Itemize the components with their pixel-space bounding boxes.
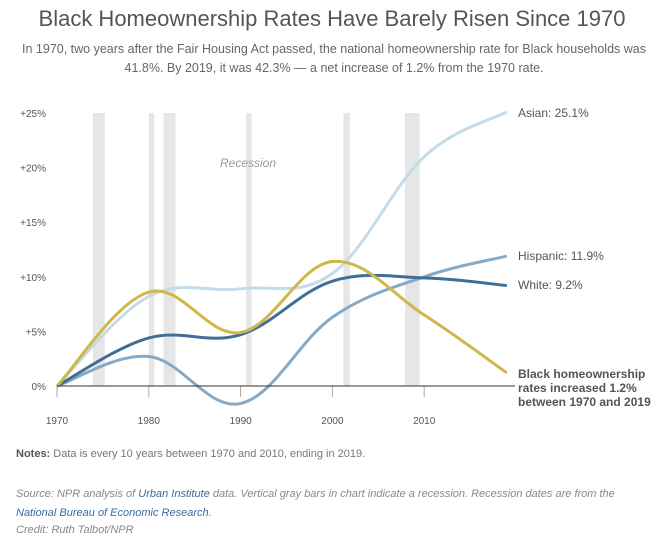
- y-tick-label: 0%: [32, 382, 47, 393]
- recession-bar: [163, 113, 176, 386]
- x-tick-label: 1990: [229, 416, 252, 427]
- y-tick-label: +25%: [20, 109, 46, 120]
- chart-subtitle: In 1970, two years after the Fair Housin…: [22, 42, 646, 75]
- y-tick-label: +10%: [20, 273, 46, 284]
- series-label: Hispanic: 11.9%: [518, 249, 604, 263]
- source-text-end: .: [208, 507, 212, 519]
- recession-bar: [343, 113, 350, 386]
- recession-bar: [92, 113, 105, 386]
- y-tick-label: +15%: [20, 218, 46, 229]
- chart-title: Black Homeownership Rates Have Barely Ri…: [38, 6, 626, 31]
- source-text-mid: data. Vertical gray bars in chart indica…: [209, 488, 615, 500]
- line-chart: Recession +25% +20% +15% +10% +5% 0% 1970 1980 19…: [20, 106, 651, 427]
- source: Source: NPR analysis of Urban Institute …: [16, 485, 656, 523]
- black-series-label: Black homeownership rates increased 1.2% b…: [518, 367, 651, 409]
- credit: Credit: Ruth Talbot/NPR: [16, 524, 134, 536]
- urban-institute-link[interactable]: Urban Institute: [138, 488, 210, 500]
- y-tick-label: +5%: [26, 327, 46, 338]
- notes-text: Data is every 10 years between 1970 and …: [50, 448, 366, 460]
- series-line-3: [55, 260, 508, 388]
- recession-bar: [148, 113, 155, 386]
- series-line-2: [56, 273, 507, 388]
- source-text: Source: NPR analysis of: [16, 488, 139, 500]
- recession-bar: [246, 113, 252, 386]
- x-tick-label: 2000: [321, 416, 344, 427]
- recession-bar: [404, 113, 420, 386]
- series-label: Asian: 25.1%: [518, 106, 589, 120]
- y-tick-label: +20%: [20, 164, 46, 175]
- x-tick-label: 1980: [138, 416, 161, 427]
- recession-label: Recession: [220, 156, 276, 170]
- x-tick-label: 2010: [413, 416, 436, 427]
- nber-link[interactable]: National Bureau of Economic Research: [16, 507, 209, 519]
- series-label: White: 9.2%: [518, 278, 583, 292]
- notes: Notes: Data is every 10 years between 19…: [16, 448, 365, 460]
- notes-label: Notes:: [16, 448, 51, 460]
- x-tick-label: 1970: [46, 416, 69, 427]
- series-line-0: [55, 110, 508, 388]
